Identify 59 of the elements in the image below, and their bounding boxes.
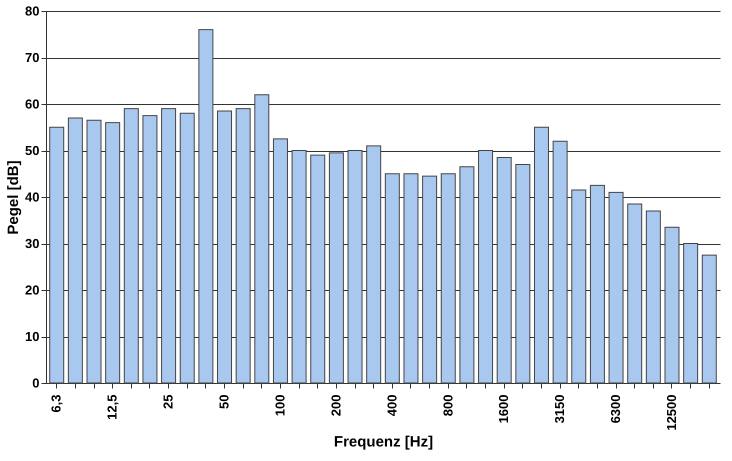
bar <box>646 210 661 384</box>
y-tick-label: 30 <box>25 236 40 251</box>
y-tick-label: 70 <box>25 50 40 65</box>
x-tick-label: 3150 <box>552 394 568 424</box>
bar <box>702 254 717 384</box>
y-axis-title: Pegel [dB] <box>5 160 22 235</box>
bar <box>272 138 288 384</box>
bar <box>254 94 270 384</box>
bar <box>217 110 232 384</box>
y-tick-label: 20 <box>25 282 40 298</box>
bar <box>478 150 494 384</box>
bar <box>627 203 642 384</box>
x-tick-label: 800 <box>440 394 456 416</box>
bar <box>124 108 139 384</box>
bar <box>86 120 102 384</box>
bar <box>236 108 251 384</box>
bar <box>328 152 344 384</box>
bar <box>310 154 326 384</box>
x-tick-label: 12500 <box>664 394 679 431</box>
x-tick-label: 1600 <box>496 394 512 424</box>
bar <box>384 173 400 384</box>
x-tick-label: 6,3 <box>48 394 64 413</box>
bar <box>440 173 456 384</box>
bar <box>459 166 474 384</box>
bar <box>422 176 438 384</box>
x-tick-label: 25 <box>160 394 176 409</box>
bar <box>292 150 307 384</box>
bar <box>105 122 120 384</box>
bar <box>49 126 64 384</box>
y-tick-label: 80 <box>25 4 40 18</box>
bar <box>664 226 680 384</box>
bar <box>608 192 624 384</box>
y-tick-label: 10 <box>25 329 40 344</box>
y-tick-label: 40 <box>25 190 40 204</box>
bar <box>683 243 698 384</box>
bar <box>590 184 605 384</box>
bar <box>180 112 195 384</box>
x-axis-title: Frequenz [Hz] <box>334 434 434 451</box>
y-tick-label: 50 <box>25 143 40 158</box>
x-tick-label: 400 <box>384 394 400 416</box>
x-tick-label: 200 <box>328 394 344 416</box>
y-tick-label: 60 <box>25 96 40 112</box>
bar <box>161 108 176 384</box>
bar <box>534 126 549 384</box>
bar <box>348 150 363 384</box>
bar <box>496 156 512 384</box>
bar <box>403 173 418 384</box>
x-tick-label: 12,5 <box>104 394 120 420</box>
bar <box>68 117 83 384</box>
bar <box>142 115 158 384</box>
bar <box>198 29 214 384</box>
x-tick-label: 6300 <box>608 394 624 424</box>
bar <box>515 164 530 384</box>
y-tick-label: 0 <box>32 376 40 390</box>
bar <box>571 190 586 384</box>
x-tick-label: 50 <box>216 394 232 409</box>
bar <box>366 145 382 384</box>
x-tick-label: 100 <box>272 394 288 416</box>
bar <box>552 140 568 384</box>
